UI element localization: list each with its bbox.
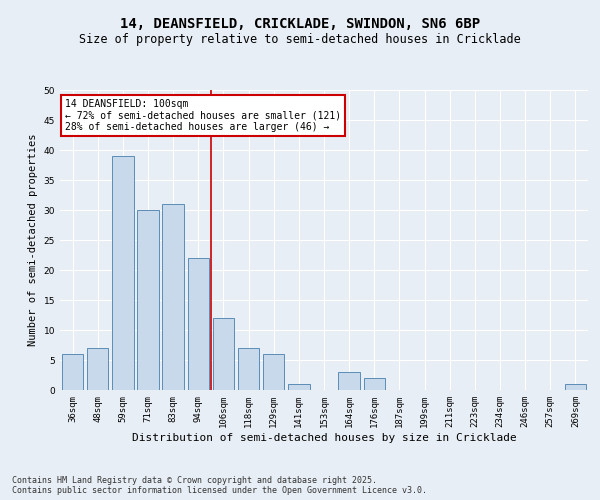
Bar	[263, 354, 284, 390]
Bar	[62, 354, 83, 390]
Text: 14, DEANSFIELD, CRICKLADE, SWINDON, SN6 6BP: 14, DEANSFIELD, CRICKLADE, SWINDON, SN6 …	[120, 18, 480, 32]
Y-axis label: Number of semi-detached properties: Number of semi-detached properties	[28, 134, 38, 346]
Bar	[188, 258, 209, 390]
Text: Contains HM Land Registry data © Crown copyright and database right 2025.
Contai: Contains HM Land Registry data © Crown c…	[12, 476, 427, 495]
Bar	[338, 372, 360, 390]
X-axis label: Distribution of semi-detached houses by size in Cricklade: Distribution of semi-detached houses by …	[131, 432, 517, 442]
Bar	[364, 378, 385, 390]
Bar	[213, 318, 234, 390]
Bar	[137, 210, 158, 390]
Bar	[87, 348, 109, 390]
Bar	[288, 384, 310, 390]
Text: 14 DEANSFIELD: 100sqm
← 72% of semi-detached houses are smaller (121)
28% of sem: 14 DEANSFIELD: 100sqm ← 72% of semi-deta…	[65, 99, 341, 132]
Bar	[238, 348, 259, 390]
Bar	[163, 204, 184, 390]
Bar	[565, 384, 586, 390]
Text: Size of property relative to semi-detached houses in Cricklade: Size of property relative to semi-detach…	[79, 32, 521, 46]
Bar	[112, 156, 134, 390]
